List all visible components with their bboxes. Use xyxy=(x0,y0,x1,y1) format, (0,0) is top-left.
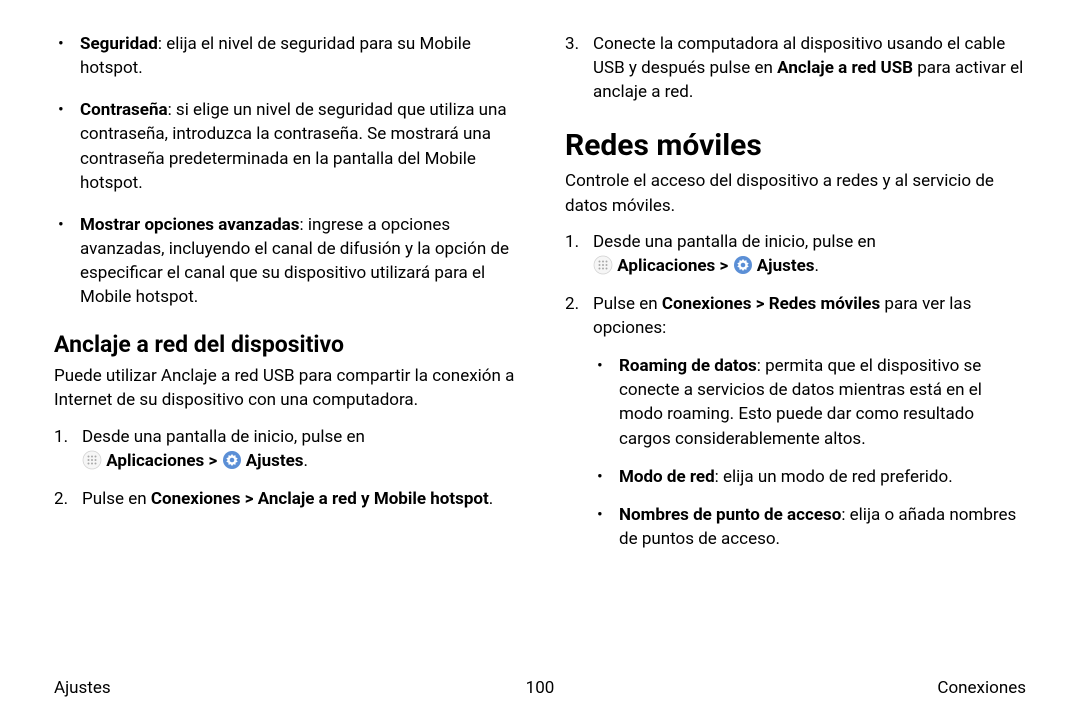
option-network-mode: Modo de red: elija un modo de red prefer… xyxy=(619,465,1026,489)
two-column-layout: Seguridad: elija el nivel de seguridad p… xyxy=(54,32,1026,648)
settings-icon xyxy=(222,450,242,470)
mobile-networks-options: Roaming de datos: permita que el disposi… xyxy=(565,354,1026,551)
option-advanced-label: Mostrar opciones avanzadas xyxy=(80,215,299,235)
page-footer: Ajustes 100 Conexiones xyxy=(54,678,1026,698)
mobile-networks-steps: Desde una pantalla de inicio, pulse en A… xyxy=(565,230,1026,341)
apps-icon xyxy=(82,450,102,470)
mn-step-2: Pulse en Conexiones > Redes móviles para… xyxy=(565,292,1026,340)
right-column: Conecte la computadora al dispositivo us… xyxy=(565,32,1026,648)
option-password: Contraseña: si elige un nivel de segurid… xyxy=(80,98,515,195)
option-roaming-label: Roaming de datos xyxy=(619,356,757,376)
option-security-label: Seguridad xyxy=(80,34,158,54)
option-security: Seguridad: elija el nivel de seguridad p… xyxy=(80,32,515,80)
tethering-step-3: Conecte la computadora al dispositivo us… xyxy=(565,32,1026,104)
option-advanced: Mostrar opciones avanzadas: ingrese a op… xyxy=(80,213,515,310)
apps-label: Aplicaciones xyxy=(613,256,715,276)
footer-page-number: 100 xyxy=(526,678,555,698)
period: . xyxy=(815,256,819,276)
chevron: > xyxy=(715,256,732,276)
tethering-step-1: Desde una pantalla de inicio, pulse en A… xyxy=(54,425,515,473)
mn-step2-lead: Pulse en xyxy=(593,294,662,314)
footer-right: Conexiones xyxy=(937,678,1026,698)
tethering-step-2: Pulse en Conexiones > Anclaje a red y Mo… xyxy=(54,487,515,511)
left-column: Seguridad: elija el nivel de seguridad p… xyxy=(54,32,515,648)
step2-lead: Pulse en xyxy=(82,489,151,509)
option-password-label: Contraseña xyxy=(80,100,168,120)
step1-lead: Desde una pantalla de inicio, pulse en xyxy=(82,427,365,447)
tethering-steps: Desde una pantalla de inicio, pulse en A… xyxy=(54,425,515,511)
settings-label: Ajustes xyxy=(753,256,815,276)
period: . xyxy=(304,451,308,471)
step2-path: Conexiones > Anclaje a red y Mobile hots… xyxy=(151,489,489,509)
apps-label: Aplicaciones xyxy=(102,451,204,471)
hotspot-options-list: Seguridad: elija el nivel de seguridad p… xyxy=(54,32,515,309)
footer-left: Ajustes xyxy=(54,678,111,698)
option-apn: Nombres de punto de acceso: elija o añad… xyxy=(619,503,1026,551)
option-network-mode-text: : elija un modo de red preferido. xyxy=(715,467,953,487)
chevron: > xyxy=(204,451,221,471)
settings-label: Ajustes xyxy=(242,451,304,471)
heading-mobile-networks: Redes móviles xyxy=(565,128,1026,163)
apps-icon xyxy=(593,255,613,275)
option-network-mode-label: Modo de red xyxy=(619,467,715,487)
step3-bold: Anclaje a red USB xyxy=(777,58,913,78)
mobile-networks-intro: Controle el acceso del dispositivo a red… xyxy=(565,169,1026,217)
continued-steps: Conecte la computadora al dispositivo us… xyxy=(565,32,1026,104)
mn-step1-lead: Desde una pantalla de inicio, pulse en xyxy=(593,232,876,252)
option-roaming: Roaming de datos: permita que el disposi… xyxy=(619,354,1026,451)
settings-icon xyxy=(733,255,753,275)
option-apn-label: Nombres de punto de acceso xyxy=(619,505,841,525)
period: . xyxy=(489,489,493,509)
tethering-intro: Puede utilizar Anclaje a red USB para co… xyxy=(54,364,515,412)
mn-step2-path: Conexiones > Redes móviles xyxy=(662,294,880,314)
mn-step-1: Desde una pantalla de inicio, pulse en A… xyxy=(565,230,1026,278)
heading-tethering: Anclaje a red del dispositivo xyxy=(54,331,515,358)
